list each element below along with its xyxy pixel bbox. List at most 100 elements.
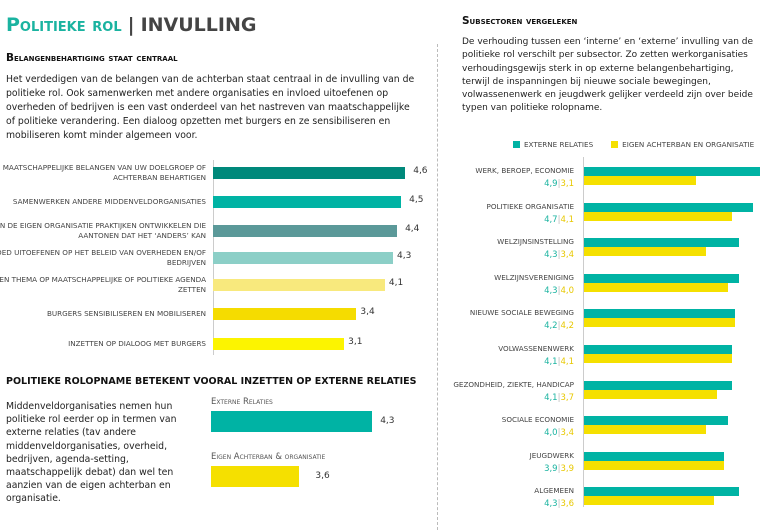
external-value: 4,7 [544,214,558,225]
value-separator: | [557,392,561,403]
value-label: 4,4 [405,224,420,234]
title-part1: Politieke rol [6,14,122,36]
value-label: 4,3 [397,251,412,261]
external-value: 4,1 [544,392,558,403]
internal-value: 3,6 [560,499,574,510]
value-label: 4,6 [413,166,428,176]
bar-label: BINNEN DE EIGEN ORGANISATIE PRAKTIJKEN O… [0,221,206,240]
bar-external [584,487,739,497]
value-separator: | [557,321,561,332]
value-labels: 4,2|4,2 [544,321,574,331]
bar-internal [584,247,707,257]
bar [211,411,373,432]
value-separator: | [557,463,561,474]
legend-swatch-external [513,141,520,148]
internal-value: 4,0 [560,285,574,296]
category-label: NIEUWE SOCIALE BEWEGING [469,308,574,318]
bar-internal [584,354,732,363]
chart3-axis [583,157,584,507]
bar [213,225,398,237]
value-labels: 4,3|4,0 [544,286,574,296]
internal-value: 3,7 [560,392,574,403]
external-value: 4,3 [544,285,558,296]
section1-body: Het verdedigen van de belangen van de ac… [6,74,415,141]
bar-external [584,273,739,283]
bar-external [584,238,739,248]
section1-heading: Belangenbehartiging staat centraal [6,52,178,64]
bar [213,279,385,291]
category-label: VOLWASSENENWERK [498,344,574,353]
external-value: 4,9 [544,179,558,189]
bar-label: EEN THEMA OP MAATSCHAPPELIJKE OF POLITIE… [0,275,206,294]
internal-value: 4,1 [560,214,574,225]
value-separator: | [557,285,561,296]
value-labels: 4,1|4,1 [544,357,574,367]
bar-internal [584,425,707,435]
bar-internal [584,211,732,221]
value-labels: 4,0|3,4 [544,428,574,438]
bar-external [584,416,728,426]
bar-label: Eigen Achterban & organisatie [211,452,326,462]
value-separator: | [557,428,561,439]
value-labels: 4,1|3,7 [544,393,574,403]
value-label: 4,5 [409,195,424,205]
bar-internal [584,389,718,399]
external-value: 4,2 [544,321,558,332]
bar-internal [584,282,728,292]
value-labels: 3,9|3,9 [544,464,574,474]
section2-heading: POLITIEKE ROLOPNAME BETEKENT VOORAL INZE… [6,376,417,387]
bar-label: INZETTEN OP DIALOOG MET BURGERS [68,339,206,348]
category-label: WELZIJNSINSTELLING [497,237,574,247]
bar-external [584,202,754,212]
external-value: 4,0 [544,428,558,439]
internal-value: 3,9 [560,463,574,474]
bar [211,466,300,487]
internal-value: 4,1 [560,357,574,367]
bar [213,167,406,179]
bar [213,196,402,208]
value-labels: 4,3|3,6 [544,499,574,509]
chart3-legend: EXTERNE RELATIES EIGEN ACHTERBAN EN ORGA… [513,140,754,149]
legend-swatch-internal [611,141,619,148]
internal-value: 3,4 [560,250,574,261]
legend-label-external: EXTERNE RELATIES [524,140,594,149]
value-separator: | [557,179,561,189]
internal-value: 4,2 [560,321,574,332]
internal-value: 3,4 [560,428,574,439]
bar-internal [584,496,714,506]
column-divider [437,44,438,530]
bar-external [584,451,725,461]
value-label: 4,1 [388,278,404,288]
category-label: WERK, BEROEP, ECONOMIE [475,166,574,175]
value-separator: | [557,250,561,261]
category-label: ALGEMEEN [534,486,574,496]
title-separator: | [127,14,135,36]
value-separator: | [557,357,561,367]
title-part2: INVULLING [140,14,257,36]
category-label: POLITIEKE ORGANISATIE [486,201,574,211]
bar-label: Externe Relaties [211,397,273,407]
value-labels: 4,3|3,4 [544,250,574,260]
bar-external [584,345,732,354]
bar-label: BURGERS SENSIBILISEREN EN MOBILISEREN [46,309,206,318]
bar-internal [584,460,725,470]
bar-label: NVLOED UITOEFENEN OP HET BELEID VAN OVER… [0,248,206,267]
bar-internal [584,176,696,185]
bar [213,308,357,320]
section2-body: Middenveldorganisaties nemen hun politie… [6,401,177,505]
category-label: SOCIALE ECONOMIE [501,415,574,425]
section3-body: De verhouding tussen een ‘interne’ en ‘e… [462,37,754,114]
value-label: 3,1 [348,337,363,347]
value-separator: | [557,214,561,225]
value-separator: | [557,499,561,510]
bar-external [584,309,736,319]
external-value: 3,9 [544,463,558,474]
external-value: 4,1 [544,357,558,367]
legend-label-internal: EIGEN ACHTERBAN EN ORGANISATIE [622,140,755,149]
external-value: 4,3 [544,250,558,261]
bar-external [584,167,760,176]
section3-heading: Subsectoren vergeleken [462,15,578,27]
category-label: WELZIJNSVERENIGING [494,272,574,282]
category-label: JEUGDWERK [529,450,574,460]
bar-internal [584,318,736,328]
